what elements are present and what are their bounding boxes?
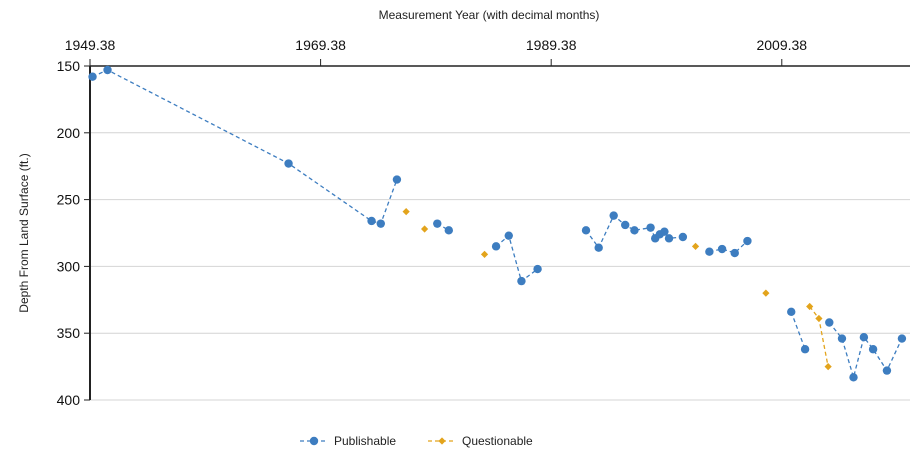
y-tick-label-400: 400: [57, 392, 81, 408]
data-point-publishable-1-0: [433, 219, 442, 228]
y-tick-label-250: 250: [57, 192, 81, 208]
data-point-publishable-1-1: [444, 226, 454, 235]
data-point-publishable-4-2: [730, 248, 739, 258]
data-point-publishable-3-1: [594, 243, 603, 252]
series-line-publishable-0: [92, 69, 398, 225]
data-point-questionable-5-0: [806, 302, 814, 311]
x-tick-label-2: 1989.38: [526, 37, 577, 53]
data-point-questionable-1-0: [420, 225, 429, 233]
x-tick-label-3: 2009.38: [756, 37, 807, 53]
data-point-publishable-0-4: [376, 219, 385, 228]
y-axis-title: Depth From Land Surface (ft.): [17, 153, 31, 312]
data-point-publishable-4-1: [717, 244, 727, 254]
data-point-publishable-6-0: [825, 318, 834, 327]
data-point-publishable-0-5: [392, 175, 402, 184]
legend-label-publishable: Publishable: [334, 434, 396, 448]
y-tick-label-350: 350: [57, 325, 81, 341]
data-point-publishable-3-2: [609, 211, 618, 220]
series-line-publishable-2: [495, 234, 538, 283]
data-point-publishable-4-3: [743, 236, 752, 246]
y-tick-label-300: 300: [57, 258, 81, 274]
data-point-publishable-0-2: [284, 159, 293, 168]
axes: [84, 59, 910, 401]
series-line-publishable-5: [790, 311, 806, 350]
data-point-publishable-6-3: [859, 333, 869, 342]
legend-label-questionable: Questionable: [462, 434, 533, 448]
data-point-publishable-5-1: [800, 345, 810, 354]
data-series: [88, 65, 907, 382]
series-publishable: [88, 65, 907, 382]
data-point-publishable-3-0: [581, 226, 591, 235]
x-axis-title: Measurement Year (with decimal months): [379, 8, 600, 22]
data-point-publishable-0-3: [367, 216, 376, 226]
data-point-publishable-2-3: [533, 264, 542, 274]
data-point-publishable-6-4: [868, 345, 878, 354]
data-point-publishable-6-1: [837, 334, 847, 343]
data-point-publishable-3-4: [630, 226, 639, 235]
data-point-questionable-2-0: [480, 250, 489, 258]
x-tick-label-1: 1969.38: [295, 37, 346, 53]
legend: Publishable Questionable: [300, 434, 533, 448]
data-point-questionable-3-0: [691, 242, 700, 250]
data-point-publishable-0-1: [103, 65, 112, 75]
y-tick-label-150: 150: [57, 58, 81, 74]
legend-marker-questionable: [438, 437, 446, 445]
tick-labels: 150 200 250 300 350 400 1949.38 1969.38 1989.38 2…: [57, 37, 808, 408]
data-point-publishable-6-5: [882, 366, 892, 375]
data-point-publishable-3-9: [664, 234, 674, 243]
series-questionable: [402, 208, 832, 371]
data-point-questionable-5-2: [824, 363, 832, 371]
grid-lines: [90, 65, 910, 401]
data-point-publishable-3-3: [621, 220, 630, 230]
data-point-publishable-2-2: [517, 276, 526, 286]
data-point-questionable-0-0: [402, 208, 410, 216]
data-point-publishable-4-0: [705, 247, 714, 256]
data-point-publishable-3-10: [678, 232, 688, 242]
legend-marker-publishable: [309, 436, 319, 446]
data-point-questionable-5-1: [815, 314, 823, 323]
data-point-publishable-6-2: [849, 373, 858, 382]
y-tick-label-200: 200: [57, 125, 81, 141]
series-line-publishable-6: [828, 322, 903, 380]
data-point-publishable-5-0: [787, 307, 796, 317]
data-point-publishable-0-0: [88, 72, 97, 81]
x-tick-label-0: 1949.38: [65, 37, 116, 53]
data-point-publishable-2-1: [504, 231, 513, 240]
data-point-publishable-2-0: [491, 242, 501, 251]
series-line-publishable-4: [709, 240, 748, 254]
data-point-publishable-3-8: [660, 227, 669, 236]
data-point-publishable-6-6: [897, 334, 907, 343]
data-point-questionable-4-0: [762, 289, 770, 297]
data-point-publishable-3-5: [646, 223, 655, 232]
